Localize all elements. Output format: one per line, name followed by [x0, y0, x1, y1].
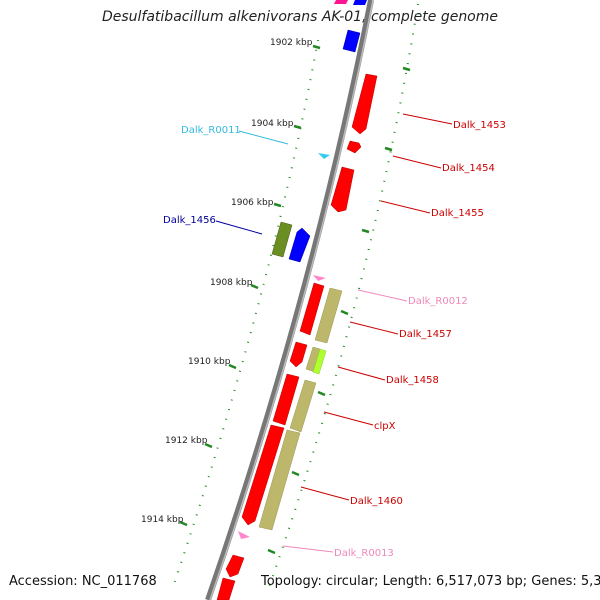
gene-label-dalk-1458[interactable]: Dalk_1458 [386, 375, 439, 386]
gene-feature-dalk-1457-tan[interactable] [314, 287, 343, 344]
gene-feature-dalk-1457-red[interactable] [299, 282, 325, 336]
rna-feature-r0012[interactable] [313, 275, 326, 281]
gene-label-dalk-1457[interactable]: Dalk_1457 [399, 329, 452, 340]
outer-dotted-track [267, 3, 419, 591]
tick-label-1914: 1914 kbp [141, 515, 184, 525]
gene-label-dalk-r0011[interactable]: Dalk_R0011 [181, 125, 241, 136]
gene-label-dalk-1454[interactable]: Dalk_1454 [442, 163, 495, 174]
gene-feature-dalk-1458-lime[interactable] [312, 348, 327, 375]
tick-label-1910: 1910 kbp [188, 357, 231, 367]
tick-label-1912: 1912 kbp [165, 436, 208, 446]
gene-feature-dalk-1460-red[interactable] [241, 424, 285, 526]
gene-feature-dalk-1460-tan[interactable] [258, 429, 301, 531]
leader-lines [215, 113, 453, 553]
gene-label-dalk-r0013[interactable]: Dalk_R0013 [334, 548, 394, 559]
gene-feature-dalk-1455[interactable] [330, 166, 355, 213]
reverse-strand-genes [271, 29, 361, 263]
gene-feature-top-magenta[interactable] [334, 0, 348, 4]
accession-text: Accession: NC_011768 [9, 574, 157, 589]
tick-label-1906: 1906 kbp [231, 198, 274, 208]
gene-feature-top-blue[interactable] [353, 0, 367, 5]
gene-label-dalk-1455[interactable]: Dalk_1455 [431, 208, 484, 219]
gene-label-dalk-1460[interactable]: Dalk_1460 [350, 496, 403, 507]
gene-feature-dalk-1453[interactable] [351, 73, 378, 135]
gene-label-clpx[interactable]: clpX [374, 421, 396, 432]
gene-feature-dalk-1456-olive[interactable] [271, 221, 293, 258]
gene-feature-bottom-red-1[interactable] [225, 554, 245, 578]
gene-label-dalk-1453[interactable]: Dalk_1453 [453, 120, 506, 131]
gene-feature-dalk-1454[interactable] [346, 140, 362, 154]
gene-feature-clpx-red[interactable] [272, 373, 300, 426]
rna-feature-r0013[interactable] [238, 531, 250, 539]
gene-feature-bottom-red-2[interactable] [216, 577, 236, 600]
gene-feature-dalk-1456-blue[interactable] [288, 227, 311, 263]
gene-label-dalk-r0012[interactable]: Dalk_R0012 [408, 296, 468, 307]
gene-label-dalk-1456[interactable]: Dalk_1456 [163, 215, 216, 226]
gene-feature-clpx-tan[interactable] [289, 379, 317, 433]
map-title: Desulfatibacillum alkenivorans AK-01, co… [101, 9, 499, 25]
gene-feature-dalk-1458-red[interactable] [289, 341, 308, 368]
backbone-highlight [209, 0, 374, 600]
backbone [205, 0, 374, 600]
tick-marks [179, 44, 411, 555]
gene-feature-blue-upper[interactable] [342, 29, 361, 53]
tick-label-1902: 1902 kbp [270, 38, 313, 48]
tick-label-1908: 1908 kbp [210, 278, 253, 288]
rna-feature-r0011[interactable] [318, 153, 330, 159]
summary-text: Topology: circular; Length: 6,517,073 bp… [261, 574, 600, 589]
forward-strand-genes [216, 0, 378, 600]
tick-label-1904: 1904 kbp [251, 119, 294, 129]
